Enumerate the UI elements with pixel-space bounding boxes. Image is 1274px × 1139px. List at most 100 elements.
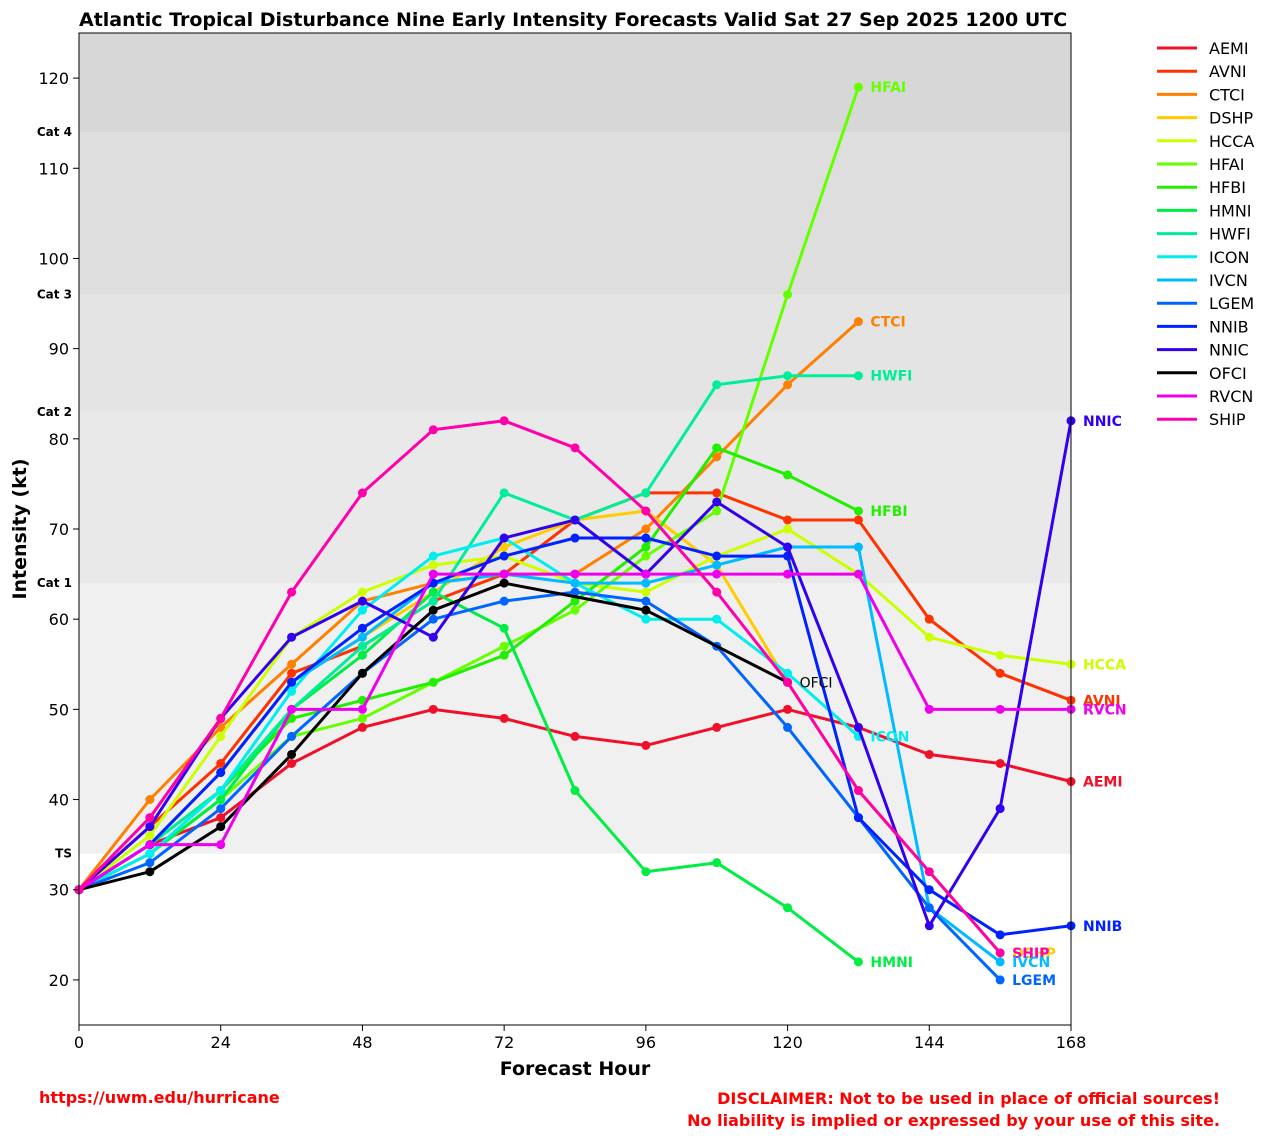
end-label-nnic: NNIC (1083, 414, 1122, 430)
data-point (428, 596, 438, 606)
data-point (995, 650, 1005, 660)
band-label-cat-1: Cat 1 (37, 576, 72, 590)
y-tick-label: 70 (49, 520, 69, 539)
disclaimer-line-1: DISCLAIMER: Not to be used in place of o… (717, 1089, 1220, 1108)
data-point (783, 704, 793, 714)
legend-label-avni: AVNI (1209, 62, 1247, 81)
data-point (570, 587, 580, 597)
data-point (995, 804, 1005, 814)
data-point (641, 488, 651, 498)
data-point (570, 443, 580, 453)
data-point (287, 704, 297, 714)
data-point (145, 849, 155, 859)
data-point (995, 668, 1005, 678)
source-url[interactable]: https://uwm.edu/hurricane (39, 1088, 280, 1107)
data-point (853, 515, 863, 525)
data-point (428, 614, 438, 624)
data-point (428, 632, 438, 642)
data-point (641, 542, 651, 552)
data-point (712, 497, 722, 507)
data-point (357, 605, 367, 615)
y-tick-label: 110 (38, 159, 69, 178)
x-tick-label: 120 (772, 1033, 803, 1052)
data-point (712, 443, 722, 453)
data-point (641, 740, 651, 750)
legend-label-ship: SHIP (1209, 410, 1246, 429)
end-label-ship: SHIP (1012, 946, 1049, 962)
data-point (783, 515, 793, 525)
legend-label-hmni: HMNI (1209, 201, 1252, 220)
data-point (570, 533, 580, 543)
series-line-icon (78, 536, 860, 892)
data-point (570, 578, 580, 588)
data-point (145, 840, 155, 850)
data-point (145, 831, 155, 841)
end-label-dshp: DSHP (1012, 946, 1056, 962)
data-point (641, 614, 651, 624)
band-cat-1 (79, 411, 1071, 584)
data-point (924, 903, 934, 913)
data-point (499, 650, 509, 660)
data-point (428, 704, 438, 714)
data-point (287, 632, 297, 642)
x-tick-label: 96 (636, 1033, 656, 1052)
data-point (428, 587, 438, 597)
series-line-ship (77, 419, 1002, 954)
legend-label-hcca: HCCA (1209, 132, 1254, 151)
y-tick-label: 80 (49, 430, 69, 449)
x-tick-label: 72 (494, 1033, 514, 1052)
data-point (570, 569, 580, 579)
data-point (216, 731, 226, 741)
end-label-hmni: HMNI (870, 955, 913, 971)
data-point (499, 578, 509, 588)
x-tick-label: 48 (352, 1033, 372, 1052)
data-point (357, 596, 367, 606)
legend-label-rvcn: RVCN (1209, 387, 1253, 406)
data-point (995, 930, 1005, 940)
end-label-aemi: AEMI (1083, 775, 1123, 791)
x-axis-label: Forecast Hour (500, 1058, 651, 1080)
legend-label-hwfi: HWFI (1209, 225, 1251, 244)
y-tick-label: 20 (49, 971, 69, 990)
legend-label-icon: ICON (1209, 248, 1249, 267)
data-point (357, 722, 367, 732)
y-tick-label: 90 (49, 340, 69, 359)
data-point (924, 921, 934, 931)
data-point (924, 867, 934, 877)
data-point (853, 813, 863, 823)
data-point (357, 632, 367, 642)
data-point (712, 858, 722, 868)
data-point (924, 885, 934, 895)
data-point (357, 704, 367, 714)
data-point (357, 587, 367, 597)
data-point (499, 641, 509, 651)
data-point (499, 596, 509, 606)
data-point (428, 677, 438, 687)
data-point (216, 795, 226, 805)
data-point (641, 533, 651, 543)
band-label-ts: TS (55, 847, 72, 861)
data-point (216, 758, 226, 768)
data-point (995, 704, 1005, 714)
band-cat-3 (79, 132, 1071, 295)
band-cat-4 (79, 33, 1071, 133)
data-point (216, 722, 226, 732)
x-axis-ticks: 0 24 48 72 96 120 144 168 (74, 1025, 1086, 1052)
data-point (287, 587, 297, 597)
data-point (641, 551, 651, 561)
data-point (287, 758, 297, 768)
data-point (570, 605, 580, 615)
series-line-lgem (78, 590, 1002, 981)
data-point (853, 786, 863, 796)
data-point (712, 488, 722, 498)
band-cat-2 (79, 294, 1071, 412)
intensity-category-bands (79, 33, 1071, 854)
legend-label-ivcn: IVCN (1209, 271, 1248, 290)
data-point (499, 488, 509, 498)
data-point (853, 722, 863, 732)
data-point (357, 641, 367, 651)
end-label-nnib: NNIB (1083, 919, 1122, 935)
chart-title: Atlantic Tropical Disturbance Nine Early… (79, 9, 1067, 31)
data-point (853, 371, 863, 381)
end-label-lgem: LGEM (1012, 973, 1056, 989)
